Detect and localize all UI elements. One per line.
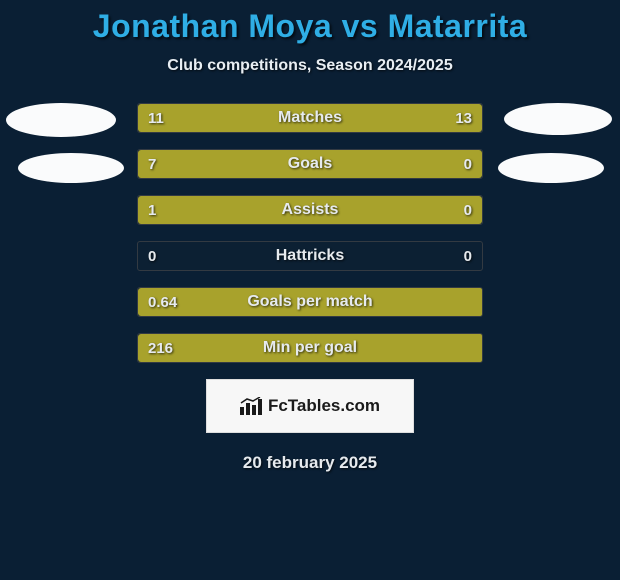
player-right-ellipse-2 <box>498 153 604 183</box>
subtitle: Club competitions, Season 2024/2025 <box>0 57 620 75</box>
value-right: 0 <box>464 242 472 270</box>
page-title: Jonathan Moya vs Matarrita <box>0 8 620 45</box>
stats-area: 11Matches137Goals01Assists00Hattricks00.… <box>0 103 620 473</box>
stat-rows: 11Matches137Goals01Assists00Hattricks00.… <box>0 103 620 363</box>
value-right: 0 <box>464 196 472 224</box>
branding-text: FcTables.com <box>268 396 380 416</box>
date-text: 20 february 2025 <box>0 453 620 473</box>
value-right: 13 <box>455 104 472 132</box>
stat-row: 1Assists0 <box>137 195 483 225</box>
stat-label: Min per goal <box>138 334 482 362</box>
comparison-card: Jonathan Moya vs Matarrita Club competit… <box>0 0 620 473</box>
stat-label: Assists <box>138 196 482 224</box>
stat-row: 0Hattricks0 <box>137 241 483 271</box>
value-right: 0 <box>464 150 472 178</box>
stat-row: 7Goals0 <box>137 149 483 179</box>
branding-box[interactable]: FcTables.com <box>206 379 414 433</box>
stat-row: 11Matches13 <box>137 103 483 133</box>
player-left-ellipse-2 <box>18 153 124 183</box>
stat-row: 216Min per goal <box>137 333 483 363</box>
stat-label: Hattricks <box>138 242 482 270</box>
stat-label: Matches <box>138 104 482 132</box>
player-right-ellipse-1 <box>504 103 612 135</box>
stat-label: Goals per match <box>138 288 482 316</box>
stat-row: 0.64Goals per match <box>137 287 483 317</box>
stat-label: Goals <box>138 150 482 178</box>
player-left-ellipse-1 <box>6 103 116 137</box>
chart-icon <box>240 397 264 415</box>
